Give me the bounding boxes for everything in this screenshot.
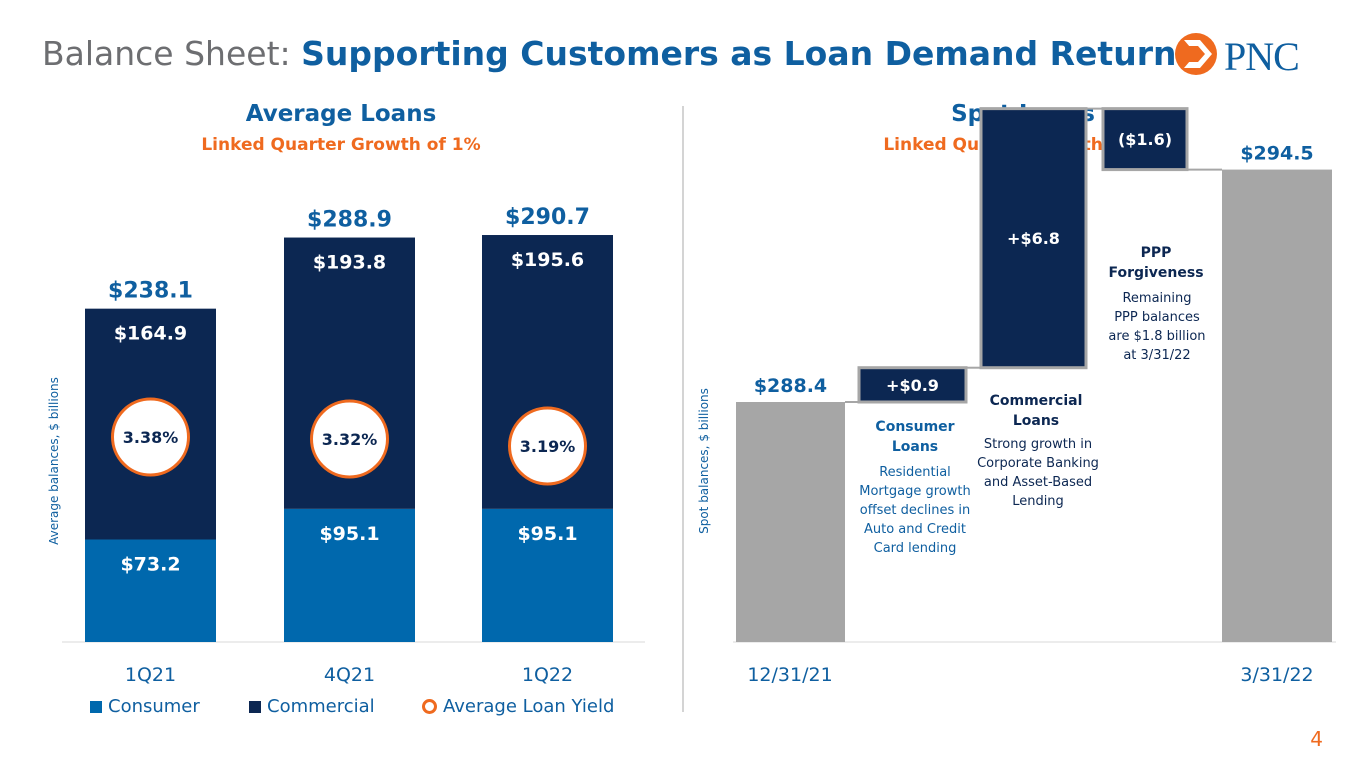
total-value-label: $290.7 — [505, 205, 590, 230]
consumer-bar — [482, 508, 613, 642]
consumer-annotation-note: Residential Mortgage growth offset decline… — [859, 465, 970, 556]
waterfall-step-bar — [857, 366, 968, 404]
yield-label: 3.19% — [520, 437, 576, 456]
commercial-value-label: $164.9 — [114, 323, 187, 345]
commercial-value-label: $193.8 — [313, 252, 386, 274]
title-lead: Balance Sheet: — [42, 34, 291, 73]
legend-consumer-label: Consumer — [108, 696, 200, 717]
consumer-value-label: $95.1 — [517, 523, 577, 545]
panel-divider — [682, 106, 684, 712]
spot-total-label: $294.5 — [1240, 143, 1313, 165]
x-tick-label: 12/31/21 — [747, 664, 832, 686]
commercial-value-label: $195.6 — [511, 249, 584, 271]
ppp-annotation-note: Remaining PPP balances are $1.8 billion at … — [1108, 291, 1205, 363]
consumer-bar — [85, 539, 216, 642]
yield-circle — [508, 406, 587, 486]
waterfall-step-bar — [979, 107, 1088, 370]
total-value-label: $238.1 — [108, 279, 193, 304]
title-main: Supporting Customers as Loan Demand Retu… — [301, 34, 1197, 73]
consumer-annotation-heading: Consumer Loans — [875, 419, 954, 455]
x-tick-label: 4Q21 — [324, 664, 375, 686]
legend-commercial: Commercial — [249, 696, 375, 717]
spot-total-label: $288.4 — [754, 375, 827, 397]
waterfall-step-label: +$0.9 — [886, 376, 939, 395]
commercial-annotation-heading: Commercial Loans — [990, 393, 1083, 429]
pnc-logo: PNC — [1174, 30, 1330, 79]
left-panel-subtitle: Linked Quarter Growth of 1% — [201, 135, 481, 155]
commercial-annotation-note: Strong growth in Corporate Banking and Ass… — [977, 437, 1099, 509]
right-y-axis-label: Spot balances, $ billions — [697, 388, 711, 534]
x-tick-label: 1Q22 — [522, 664, 573, 686]
yield-ring-icon — [422, 699, 437, 714]
page-number: 4 — [1310, 727, 1323, 751]
page-title: Balance Sheet: Supporting Customers as L… — [42, 34, 1196, 73]
waterfall-step-label: +$6.8 — [1007, 229, 1060, 248]
yield-label: 3.32% — [322, 430, 378, 449]
left-y-axis-label: Average balances, $ billions — [47, 377, 61, 545]
ppp-annotation-heading: PPP Forgiveness — [1108, 245, 1203, 281]
consumer-value-label: $95.1 — [319, 523, 379, 545]
yield-label: 3.38% — [123, 428, 179, 447]
legend-consumer: Consumer — [90, 696, 200, 717]
yield-circle — [111, 397, 190, 477]
pnc-mark-icon — [1175, 33, 1217, 75]
x-tick-label: 3/31/22 — [1240, 664, 1313, 686]
total-value-label: $288.9 — [307, 208, 392, 233]
consumer-value-label: $73.2 — [120, 554, 180, 576]
waterfall-step-bar — [1101, 107, 1189, 172]
logo-wordmark: PNC — [1224, 34, 1299, 78]
legend-yield: Average Loan Yield — [422, 696, 614, 717]
consumer-bar — [284, 508, 415, 642]
left-panel-title: Average Loans — [245, 101, 437, 127]
commercial-swatch — [249, 700, 261, 713]
spot-total-bar — [736, 402, 845, 642]
yield-circle — [310, 399, 389, 479]
spot-total-bar — [1222, 169, 1332, 642]
legend-yield-label: Average Loan Yield — [443, 696, 615, 717]
waterfall-step-label: ($1.6) — [1118, 130, 1172, 149]
consumer-swatch — [90, 700, 102, 713]
legend-commercial-label: Commercial — [267, 696, 375, 717]
x-tick-label: 1Q21 — [125, 664, 176, 686]
